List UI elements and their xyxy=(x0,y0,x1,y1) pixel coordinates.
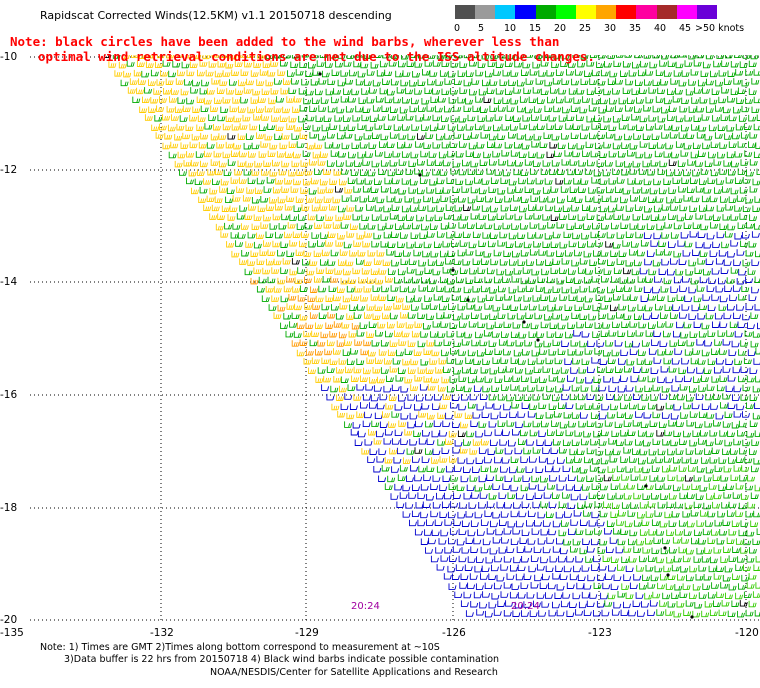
footnote-line-2: 3)Data buffer is 22 hrs from 20150718 4)… xyxy=(64,653,500,665)
longitude-label: -120 xyxy=(735,627,759,639)
legend-label: 0 xyxy=(453,23,461,34)
wind-barbs-orange xyxy=(250,276,372,356)
contamination-marker xyxy=(451,268,455,272)
footnote-line-1: Note: 1) Times are GMT 2)Times along bot… xyxy=(40,642,440,653)
latitude-label: -12 xyxy=(0,164,18,176)
legend-swatch xyxy=(555,5,576,19)
swath-time-label: 20:24 xyxy=(511,601,540,612)
legend-swatch xyxy=(676,5,697,19)
note-line-1: Note: black circles have been added to t… xyxy=(10,34,560,49)
contamination-marker xyxy=(690,615,694,619)
wind-barbs-black xyxy=(103,55,748,607)
contamination-marker xyxy=(536,338,540,342)
wind-speed-legend: 0 5 10 15 20 25 30 35 40 45 >50 knots xyxy=(453,5,744,38)
legend-label: 20 xyxy=(553,23,567,34)
contamination-marker xyxy=(418,173,422,177)
legend-label: >50 knots xyxy=(695,23,745,34)
longitude-label: -132 xyxy=(150,627,174,639)
contamination-note: Note: black circles have been added to t… xyxy=(10,34,610,64)
legend-label: 30 xyxy=(603,23,617,34)
legend-label: 35 xyxy=(628,23,642,34)
credit-line: NOAA/NESDIS/Center for Satellite Applica… xyxy=(210,667,498,678)
legend-label: 25 xyxy=(578,23,592,34)
contamination-marker xyxy=(466,298,470,302)
longitude-label: -129 xyxy=(295,627,319,639)
wind-barb-map xyxy=(30,55,760,623)
contamination-marker xyxy=(663,546,667,550)
wind-barbs-green xyxy=(112,55,760,618)
note-line-2: optimal wind retrieval conditions are me… xyxy=(38,49,595,64)
legend-label: 45 xyxy=(678,23,692,34)
wind-barbs-lime xyxy=(602,465,760,618)
latitude-label: -10 xyxy=(0,51,18,63)
legend-swatch xyxy=(535,5,556,19)
latitude-label: -16 xyxy=(0,389,18,401)
latitude-label: -20 xyxy=(0,614,18,626)
legend-swatch xyxy=(495,5,516,19)
contamination-marker xyxy=(666,573,670,577)
legend-swatch xyxy=(656,5,677,19)
legend-swatch xyxy=(696,5,718,19)
wind-barbs-blue xyxy=(321,231,760,618)
legend-swatch xyxy=(515,5,536,19)
chart-title: Rapidscat Corrected Winds(12.5KM) v1.1 2… xyxy=(40,9,392,22)
legend-label: 40 xyxy=(653,23,667,34)
legend-swatch xyxy=(575,5,597,19)
legend-swatch xyxy=(636,5,657,19)
longitude-label: -123 xyxy=(588,627,612,639)
legend-label: 5 xyxy=(477,23,485,34)
legend-swatch xyxy=(616,5,637,19)
latitude-label: -18 xyxy=(0,502,18,514)
contamination-marker xyxy=(644,484,648,488)
latitude-label: -14 xyxy=(0,276,18,288)
legend-color-bar xyxy=(455,5,718,19)
legend-swatch xyxy=(455,5,476,19)
contamination-marker xyxy=(318,72,322,76)
footnote: Note: 1) Times are GMT 2)Times along bot… xyxy=(40,642,499,665)
contamination-marker xyxy=(522,320,526,324)
legend-labels: 0 5 10 15 20 25 30 35 40 45 >50 knots xyxy=(453,23,744,37)
legend-swatch xyxy=(596,5,617,19)
legend-label: 15 xyxy=(528,23,542,34)
swath-time-label: 20:24 xyxy=(351,601,380,612)
legend-label: 10 xyxy=(503,23,517,34)
longitude-label: -126 xyxy=(442,627,466,639)
legend-swatch xyxy=(475,5,496,19)
wind-barbs-yellow xyxy=(108,55,489,464)
longitude-label: -135 xyxy=(0,627,24,639)
